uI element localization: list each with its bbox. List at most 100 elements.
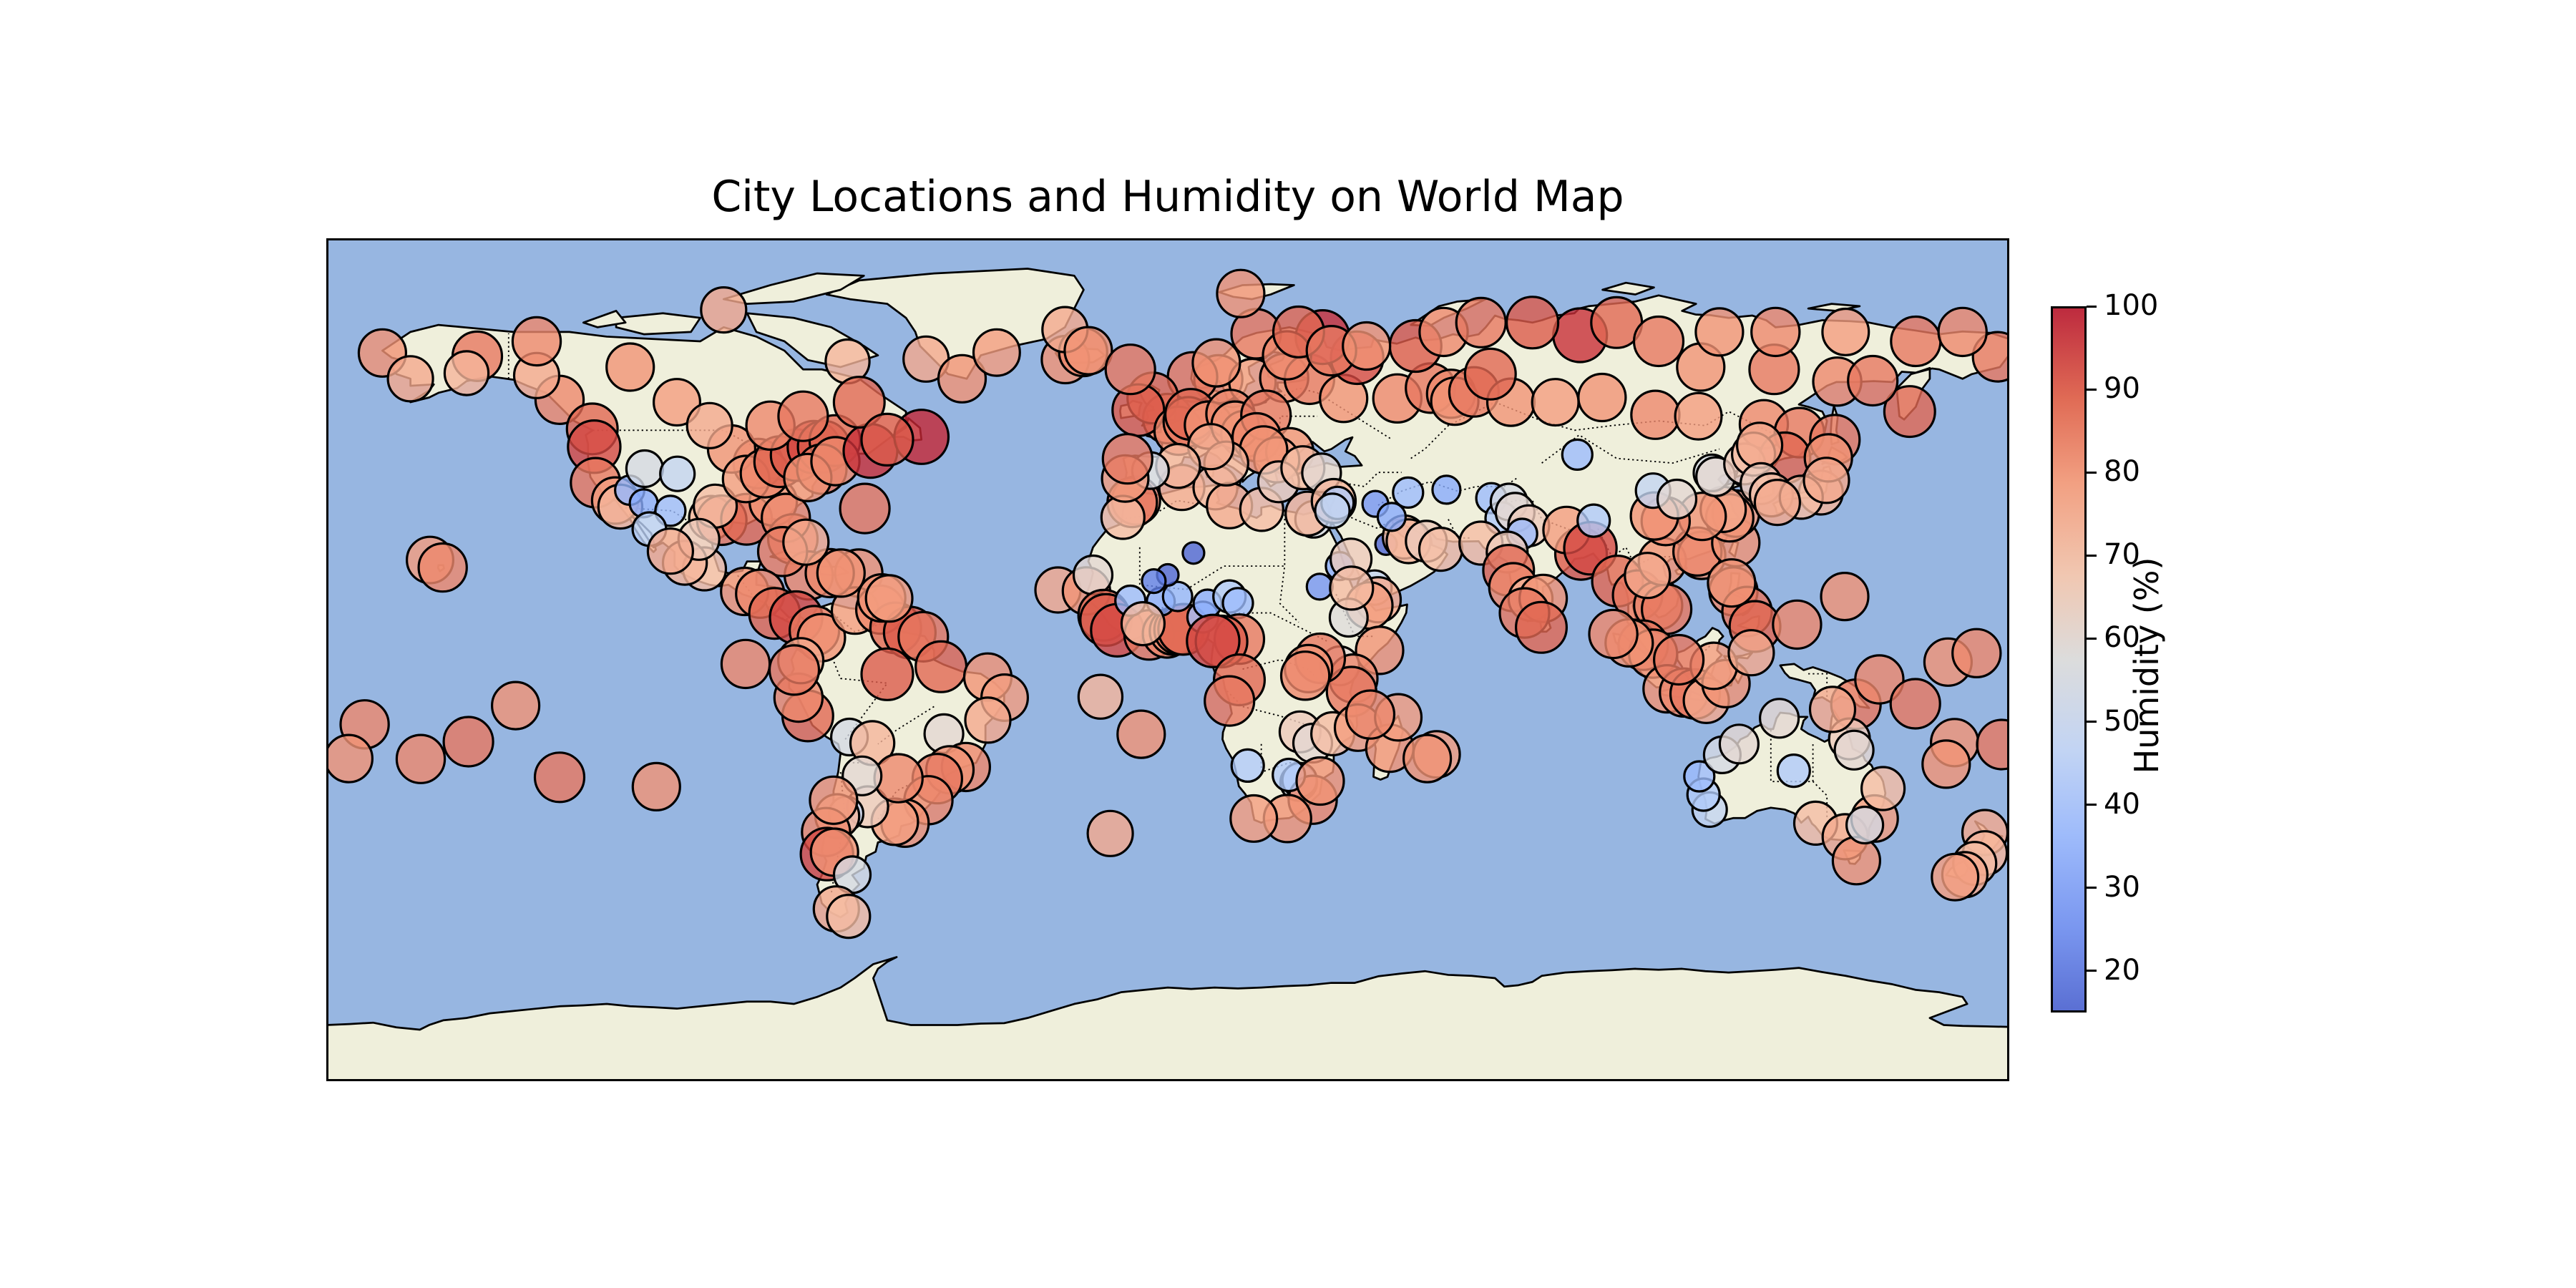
city-point[interactable] xyxy=(1772,599,1823,650)
city-point[interactable] xyxy=(826,893,872,940)
city-point[interactable] xyxy=(625,449,664,489)
city-point[interactable] xyxy=(1735,421,1784,469)
city-point[interactable] xyxy=(972,328,1021,377)
city-point[interactable] xyxy=(1674,391,1723,441)
city-point[interactable] xyxy=(1077,673,1124,720)
city-point[interactable] xyxy=(605,342,655,392)
city-point[interactable] xyxy=(1727,629,1775,677)
city-point[interactable] xyxy=(1632,315,1685,368)
city-points[interactable] xyxy=(326,268,2009,940)
city-point[interactable] xyxy=(491,680,541,731)
city-point[interactable] xyxy=(1418,527,1464,572)
city-point[interactable] xyxy=(653,378,702,427)
city-point[interactable] xyxy=(1295,756,1345,806)
city-point[interactable] xyxy=(964,696,1012,744)
city-point[interactable] xyxy=(1937,306,1988,358)
city-point[interactable] xyxy=(686,401,733,449)
city-point[interactable] xyxy=(1750,306,1801,358)
city-point[interactable] xyxy=(1186,613,1241,669)
city-point[interactable] xyxy=(1694,307,1745,357)
city-point[interactable] xyxy=(646,527,694,575)
city-point[interactable] xyxy=(832,376,886,429)
city-point[interactable] xyxy=(1683,760,1716,793)
city-point[interactable] xyxy=(1402,733,1453,784)
city-point[interactable] xyxy=(326,733,374,784)
city-point[interactable] xyxy=(1808,686,1857,733)
city-point[interactable] xyxy=(1889,678,1941,730)
city-point[interactable] xyxy=(1431,474,1462,505)
city-point[interactable] xyxy=(1505,296,1560,350)
city-point[interactable] xyxy=(1845,805,1885,845)
city-point[interactable] xyxy=(720,638,771,690)
city-point[interactable] xyxy=(1342,321,1392,371)
city-point[interactable] xyxy=(914,640,968,693)
city-point[interactable] xyxy=(1376,502,1407,532)
city-point[interactable] xyxy=(1833,729,1875,771)
city-point[interactable] xyxy=(1821,307,1870,356)
city-point[interactable] xyxy=(1104,343,1156,396)
city-point[interactable] xyxy=(1072,554,1114,596)
city-point[interactable] xyxy=(1086,809,1134,857)
city-point[interactable] xyxy=(1860,766,1906,811)
city-point[interactable] xyxy=(417,542,468,593)
city-point[interactable] xyxy=(768,644,821,696)
city-point[interactable] xyxy=(860,647,914,701)
city-point[interactable] xyxy=(1191,338,1241,388)
city-point[interactable] xyxy=(1831,836,1881,886)
city-point[interactable] xyxy=(1314,492,1351,530)
world-map[interactable] xyxy=(326,238,2009,1081)
city-point[interactable] xyxy=(864,574,914,623)
city-point[interactable] xyxy=(1577,372,1627,423)
city-point[interactable] xyxy=(816,548,866,598)
city-point[interactable] xyxy=(1890,315,1942,368)
city-point[interactable] xyxy=(1141,568,1167,595)
city-point[interactable] xyxy=(1624,552,1672,600)
city-point[interactable] xyxy=(1329,565,1375,611)
city-point[interactable] xyxy=(511,316,562,367)
city-point[interactable] xyxy=(1455,296,1507,348)
city-point[interactable] xyxy=(1216,268,1266,318)
city-point[interactable] xyxy=(1463,347,1517,401)
city-point[interactable] xyxy=(1758,698,1800,739)
city-point[interactable] xyxy=(1707,558,1757,608)
city-point[interactable] xyxy=(1820,572,1870,622)
city-point[interactable] xyxy=(1161,580,1194,613)
city-point[interactable] xyxy=(700,286,748,334)
city-point[interactable] xyxy=(1561,438,1594,471)
city-point[interactable] xyxy=(1120,600,1166,647)
city-point[interactable] xyxy=(1656,478,1698,520)
city-point[interactable] xyxy=(1630,389,1681,440)
city-point[interactable] xyxy=(1181,541,1206,565)
city-point[interactable] xyxy=(659,455,696,492)
city-point[interactable] xyxy=(1063,326,1113,376)
city-point[interactable] xyxy=(1576,503,1611,538)
city-point[interactable] xyxy=(937,353,987,404)
city-point[interactable] xyxy=(1718,723,1760,765)
city-point[interactable] xyxy=(809,775,859,825)
city-point[interactable] xyxy=(443,350,490,396)
city-point[interactable] xyxy=(1652,633,1705,686)
city-point[interactable] xyxy=(782,518,830,566)
city-point[interactable] xyxy=(395,733,447,784)
city-point[interactable] xyxy=(1514,600,1568,654)
city-point[interactable] xyxy=(1116,709,1166,759)
city-point[interactable] xyxy=(839,482,891,535)
city-point[interactable] xyxy=(1976,718,2009,771)
city-point[interactable] xyxy=(1588,608,1639,660)
city-point[interactable] xyxy=(1305,572,1334,601)
city-point[interactable] xyxy=(1229,794,1279,843)
city-point[interactable] xyxy=(1392,476,1425,509)
city-point[interactable] xyxy=(1279,650,1331,701)
city-point[interactable] xyxy=(1101,433,1153,485)
city-point[interactable] xyxy=(1854,654,1905,705)
city-point[interactable] xyxy=(1951,628,2002,679)
city-point[interactable] xyxy=(1883,385,1936,439)
city-point[interactable] xyxy=(1776,753,1811,789)
city-point[interactable] xyxy=(1345,689,1396,740)
city-point[interactable] xyxy=(1802,457,1850,504)
city-point[interactable] xyxy=(1230,748,1265,784)
city-point[interactable] xyxy=(631,761,681,812)
city-point[interactable] xyxy=(1204,675,1256,727)
city-point[interactable] xyxy=(442,716,494,768)
city-point[interactable] xyxy=(1921,739,1971,789)
